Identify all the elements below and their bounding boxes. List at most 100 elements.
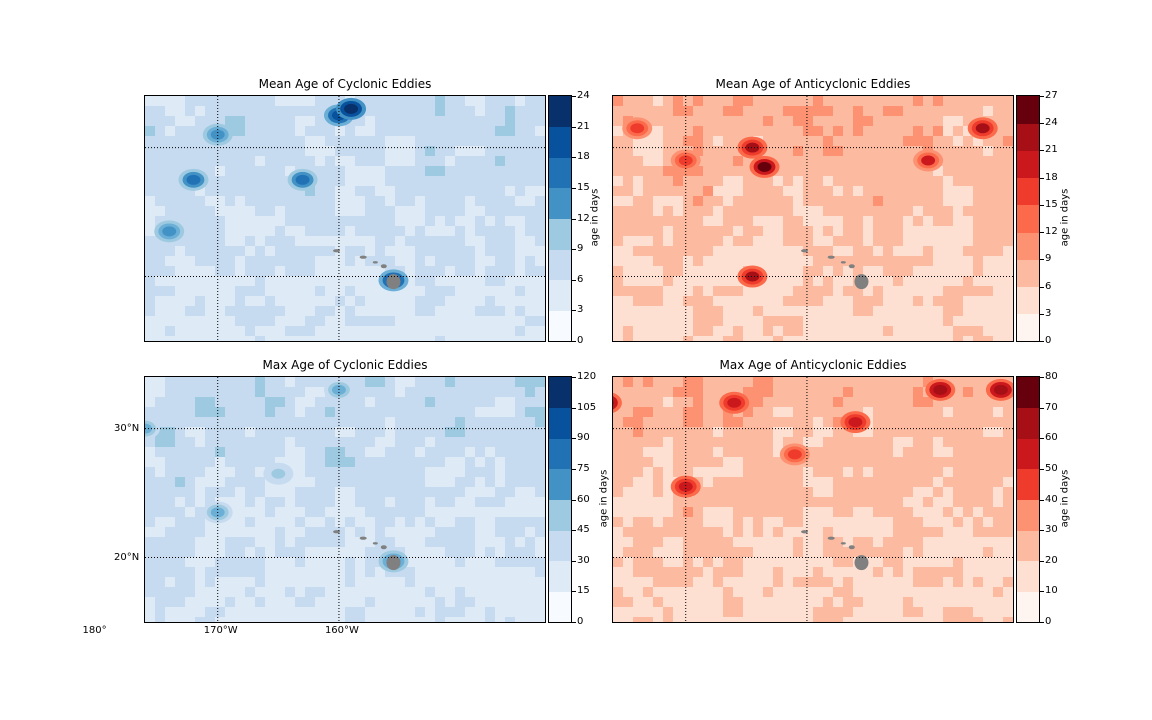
heatmap-cell (843, 457, 854, 468)
heatmap-cell (285, 557, 296, 568)
heatmap-cell (235, 96, 246, 107)
heatmap-cell (385, 256, 396, 267)
heatmap-cell (623, 166, 634, 177)
heatmap-cell (833, 617, 844, 622)
heatmap-cell (793, 266, 804, 277)
heatmap-cell (863, 216, 874, 227)
heatmap-cell (813, 577, 824, 588)
heatmap-cell (973, 497, 984, 508)
heatmap-cell (355, 527, 366, 538)
heatmap-cell (623, 146, 634, 157)
heatmap-cell (653, 607, 664, 618)
colorbar-label: age in days (598, 469, 610, 528)
heatmap-cell (893, 216, 904, 227)
heatmap-cell (783, 587, 794, 598)
heatmap-cell (803, 587, 814, 598)
heatmap-cell (833, 216, 844, 227)
heatmap-cell (693, 427, 704, 438)
colorbar-label: age in days (1059, 188, 1071, 247)
heatmap-cell (613, 326, 624, 337)
heatmap-cell (515, 547, 526, 558)
heatmap-cell (953, 577, 964, 588)
heatmap-cell (753, 427, 764, 438)
heatmap-cell (833, 507, 844, 518)
heatmap-cell (245, 206, 256, 217)
heatmap-cell (515, 186, 526, 197)
heatmap-cell (445, 517, 456, 528)
heatmap-cell (893, 577, 904, 588)
heatmap-cell (255, 326, 266, 337)
heatmap-cell (175, 96, 186, 107)
heatmap-cell (245, 326, 256, 337)
heatmap-cell (973, 597, 984, 608)
heatmap-cell (455, 437, 466, 448)
heatmap-cell (325, 226, 336, 237)
heatmap-cell (613, 256, 624, 267)
heatmap-cell (445, 467, 456, 478)
heatmap-cell (643, 96, 654, 107)
heatmap-cell (475, 457, 486, 468)
heatmap-cell (455, 336, 466, 341)
heatmap-cell (345, 146, 356, 157)
heatmap-cell (983, 306, 994, 317)
heatmap-cell (415, 306, 426, 317)
heatmap-cell (793, 326, 804, 337)
heatmap-cell (405, 216, 416, 227)
heatmap-cell (345, 467, 356, 478)
heatmap-cell (395, 387, 406, 398)
heatmap-cell (165, 597, 176, 608)
heatmap-cell (425, 266, 436, 277)
heatmap-cell (663, 467, 674, 478)
heatmap-cell (733, 226, 744, 237)
heatmap-cell (663, 156, 674, 167)
heatmap-cell (753, 447, 764, 458)
heatmap-cell (613, 246, 624, 257)
heatmap-cell (793, 487, 804, 498)
heatmap-cell (693, 286, 704, 297)
hotspot (975, 123, 990, 134)
heatmap-cell (265, 577, 276, 588)
heatmap-cell (305, 397, 316, 408)
heatmap-cell (365, 226, 376, 237)
heatmap-cell (743, 306, 754, 317)
heatmap-cell (883, 96, 894, 107)
heatmap-cell (893, 136, 904, 147)
heatmap-cell (773, 387, 784, 398)
heatmap-cell (365, 467, 376, 478)
heatmap-cell (255, 336, 266, 341)
heatmap-cell (763, 617, 774, 622)
heatmap-cell (385, 116, 396, 127)
heatmap-cell (405, 96, 416, 107)
heatmap-cell (235, 186, 246, 197)
heatmap-cell (823, 226, 834, 237)
heatmap-cell (813, 126, 824, 137)
colorbar-tick-label: 21 (577, 120, 590, 132)
heatmap-cell (255, 306, 266, 317)
heatmap-cell (763, 427, 774, 438)
heatmap-cell (375, 397, 386, 408)
heatmap-cell (505, 196, 516, 207)
heatmap-cell (713, 286, 724, 297)
heatmap-cell (813, 136, 824, 147)
heatmap-cell (843, 447, 854, 458)
heatmap-cell (823, 447, 834, 458)
heatmap-cell (873, 537, 884, 548)
heatmap-cell (325, 527, 336, 538)
heatmap-cell (255, 256, 266, 267)
heatmap-svg (613, 96, 1013, 341)
heatmap-cell (165, 266, 176, 277)
heatmap-cell (723, 567, 734, 578)
heatmap-cell (713, 136, 724, 147)
heatmap-cell (355, 517, 366, 528)
heatmap-cell (235, 617, 246, 622)
heatmap-cell (475, 617, 486, 622)
heatmap-cell (733, 246, 744, 257)
heatmap-cell (643, 417, 654, 428)
heatmap-cell (843, 236, 854, 247)
heatmap-cell (833, 547, 844, 558)
heatmap-cell (235, 567, 246, 578)
heatmap-cell (465, 206, 476, 217)
heatmap-cell (963, 527, 974, 538)
heatmap-cell (703, 467, 714, 478)
heatmap-cell (663, 116, 674, 127)
